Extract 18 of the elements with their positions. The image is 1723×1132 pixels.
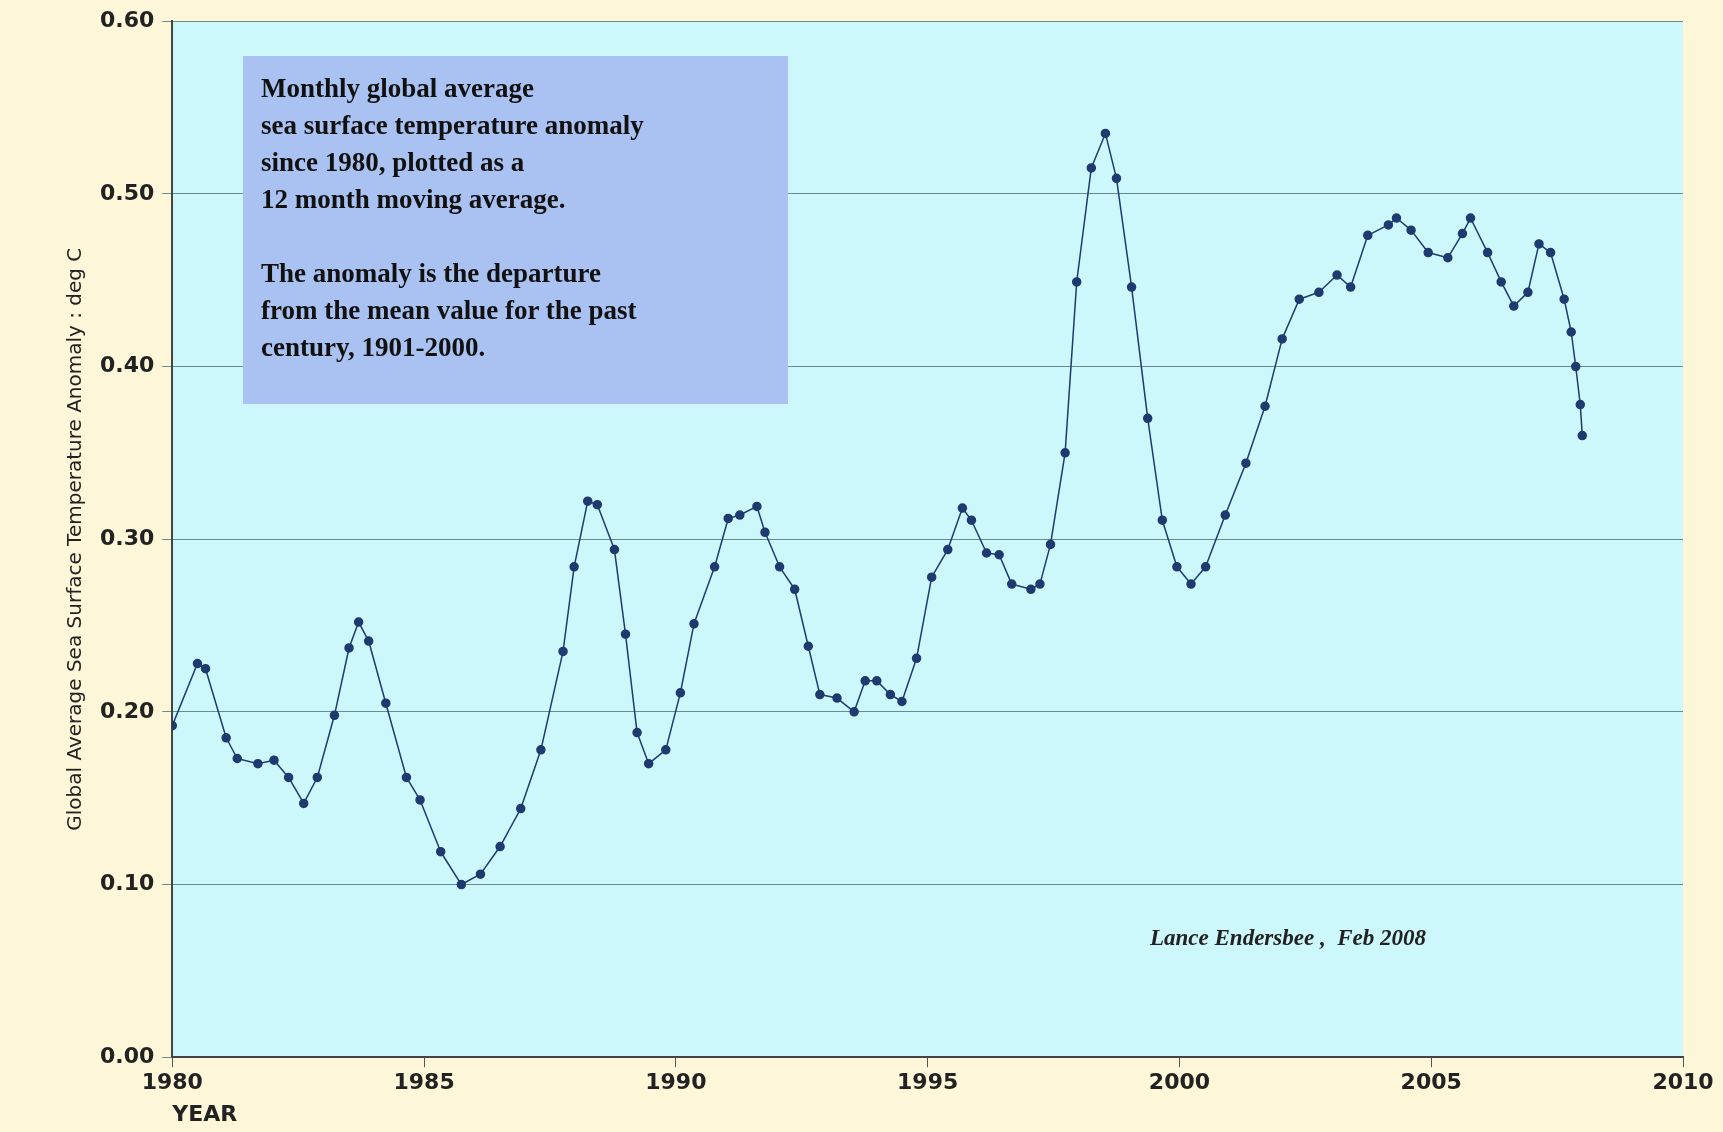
- annotation: Lance Endersbee , Feb 2008: [1150, 925, 1426, 951]
- y-tick-label: 0.00: [100, 1042, 155, 1068]
- text-box: Monthly global average sea surface temperature anomaly since 1980, plotted as a 12 month moving average. The anomaly is the departure from the mean value for the past century, 1901-2000.: [243, 56, 788, 404]
- y-tick-label: 0.30: [100, 524, 155, 550]
- x-tick-label: 1990: [645, 1069, 707, 1095]
- x-tick-label: 1985: [393, 1069, 455, 1095]
- x-tick-label: 1980: [141, 1069, 203, 1095]
- y-tick-label: 0.10: [100, 870, 155, 896]
- x-tick-label: 2010: [1652, 1069, 1714, 1095]
- x-tick-label: 2005: [1400, 1069, 1462, 1095]
- y-tick-label: 0.50: [100, 179, 155, 205]
- y-tick-label: 0.60: [100, 6, 155, 32]
- x-tick-label: 1995: [897, 1069, 959, 1095]
- x-axis-title: YEAR: [171, 1100, 238, 1126]
- y-tick-label: 0.20: [100, 697, 155, 723]
- y-tick-label: 0.40: [100, 352, 155, 378]
- x-tick-label: 2000: [1148, 1069, 1211, 1095]
- y-axis-title: Global Average Sea Surface Temperature Anomaly : deg C: [62, 247, 87, 831]
